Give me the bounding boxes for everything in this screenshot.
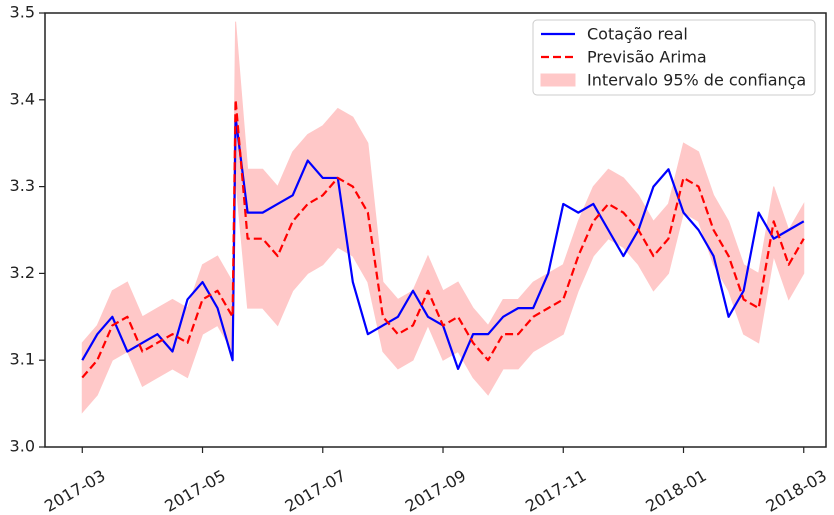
x-tick-label: 2017-09 [402,466,469,515]
legend-box [532,19,816,96]
axes-frame [44,12,827,448]
y-tick-label: 3.4 [10,89,35,108]
legend-label: Cotação real [587,25,688,44]
x-tick-label: 2017-07 [282,466,349,515]
legend-label: Intervalo 95% de confiança [587,71,806,90]
x-tick-label: 2018-01 [642,466,709,515]
x-tick-label: 2018-03 [763,466,830,515]
series-line [81,98,805,379]
y-tick-label: 3.5 [10,3,35,22]
plot-area [81,21,805,414]
legend-label: Previsão Arima [587,48,707,67]
legend-swatch [540,73,576,87]
series-line [81,116,805,370]
y-tick-label: 3.2 [10,263,35,282]
x-tick-label: 2017-03 [41,466,108,515]
legend: Cotação real Previsão Arima Intervalo 95% … [532,19,816,96]
y-tick-label: 3.3 [10,176,35,195]
y-tick-label: 3.0 [10,437,35,456]
x-tick-label: 2017-11 [522,466,589,515]
confidence-band [81,21,805,414]
x-tick-label: 2017-05 [161,466,228,515]
y-tick-label: 3.1 [10,350,35,369]
